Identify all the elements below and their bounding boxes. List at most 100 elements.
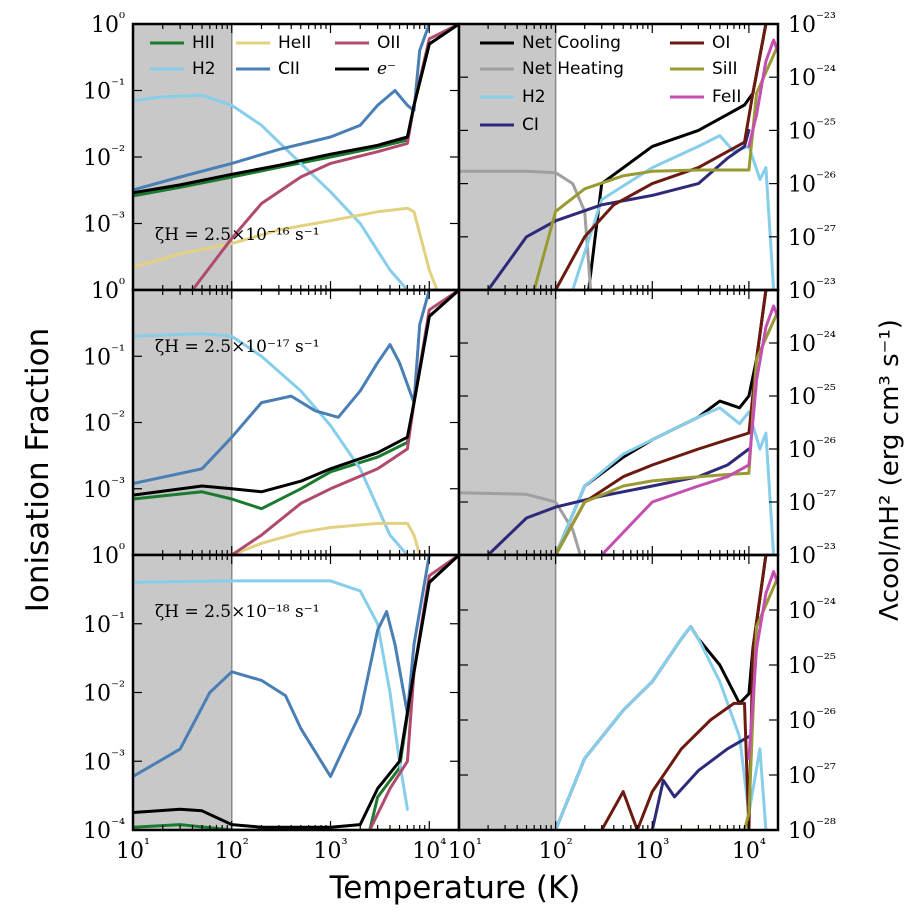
- legend-label: e⁻: [377, 59, 396, 79]
- series-line-Net Heating: [459, 169, 593, 290]
- series-line-Net Cooling: [554, 290, 768, 555]
- legend-label: Net Heating: [522, 59, 624, 79]
- series-line-CII: [133, 290, 431, 485]
- series-group: [459, 24, 778, 290]
- panel-top-left: 10⁰ 10⁻¹ 10⁻² 10⁻³ ζH = 2.5×10⁻¹⁶ s⁻¹ HII H2 He…: [83, 9, 461, 292]
- zeta-annotation: ζH = 2.5×10⁻¹⁸ s⁻¹: [155, 602, 320, 622]
- legend-label: HeII: [278, 33, 311, 53]
- y-tick-label: 10⁻⁴: [83, 815, 125, 844]
- shaded-region: [459, 555, 556, 830]
- panel-middle-left: 10⁰ 10⁻¹ 10⁻² 10⁻³ ζH = 2.5×10⁻¹⁷ s⁻¹: [83, 275, 461, 557]
- x-axis-label: Temperature (K): [329, 870, 581, 906]
- series-line-e⁻: [133, 555, 459, 829]
- y-tick-label-right: 10⁻²⁴: [788, 595, 836, 624]
- legend-label: FeII: [712, 87, 741, 107]
- series-group: [133, 24, 459, 290]
- series-line-FeII: [747, 38, 778, 148]
- shaded-region: [133, 290, 232, 555]
- series-line-e⁻: [133, 24, 459, 195]
- series-line-H2: [133, 579, 409, 811]
- shaded-region: [133, 24, 232, 290]
- series-line-H2: [571, 134, 776, 290]
- panel-bottom-right: 10⁻²³ 10⁻²⁴ 10⁻²⁵ 10⁻²⁶ 10⁻²⁷ 10⁻²⁸ 10¹ 10² 10³ 1…: [448, 540, 836, 864]
- series-line-Net Heating: [459, 491, 582, 555]
- x-tick-label: 10²: [215, 835, 249, 864]
- series-line-H2: [133, 93, 409, 290]
- panels-layer: 10⁰ 10⁻¹ 10⁻² 10⁻³ ζH = 2.5×10⁻¹⁶ s⁻¹ HII H2 He…: [83, 9, 836, 864]
- y-tick-label: 10⁻³: [83, 474, 125, 503]
- series-line-HeII: [230, 521, 422, 555]
- series-line-FeII: [600, 304, 778, 555]
- zeta-annotation: ζH = 2.5×10⁻¹⁷ s⁻¹: [155, 337, 320, 357]
- y-tick-label: 10⁻²: [83, 408, 125, 437]
- x-tick-label: 10¹: [116, 835, 150, 864]
- y-tick-label-right: 10⁻²⁷: [788, 760, 836, 789]
- y-tick-label: 10⁻¹: [83, 341, 125, 370]
- series-line-OI: [554, 24, 768, 290]
- legend-label: OI: [712, 33, 730, 53]
- y-tick-label: 10⁻²: [83, 142, 125, 171]
- y-tick-label-right: 10⁻²³: [788, 275, 836, 304]
- y-axis-label-left: Ionisation Fraction: [20, 328, 56, 613]
- legend-label: Net Cooling: [522, 33, 621, 53]
- series-line-FeII: [747, 570, 778, 760]
- y-tick-label-right: 10⁻²⁵: [788, 381, 836, 410]
- y-tick-label: 10⁻¹: [83, 76, 125, 105]
- series-line-e⁻: [133, 290, 459, 497]
- legend-label: H2: [192, 59, 216, 79]
- series-line-CI: [650, 735, 751, 830]
- y-tick-label-right: 10⁻²⁶: [788, 434, 836, 463]
- x-tick-label: 10³: [314, 835, 348, 864]
- y-tick-label-right: 10⁻²⁴: [788, 328, 836, 357]
- legend: Net Cooling Net Heating H2 CI OI SiII FeII: [480, 33, 741, 135]
- y-tick-label: 10⁻¹: [83, 609, 125, 638]
- x-tick-label: 10³: [635, 835, 669, 864]
- y-tick-label: 10⁻³: [83, 746, 125, 775]
- axes-frame: [457, 553, 780, 832]
- legend: HII H2 HeII CII OII e⁻: [150, 33, 400, 79]
- series-line-OI: [554, 290, 768, 555]
- y-tick-label: 10⁻³: [83, 209, 125, 238]
- series-line-H2: [554, 625, 768, 830]
- series-line-OII: [230, 290, 459, 555]
- y-tick-label: 10⁰: [91, 275, 125, 304]
- x-tick-label: 10¹: [448, 835, 482, 864]
- y-tick-label-right: 10⁻²⁵: [788, 115, 836, 144]
- legend-label: CI: [522, 115, 539, 135]
- series-line-CI: [486, 447, 751, 555]
- y-tick-label-right: 10⁻²⁵: [788, 650, 836, 679]
- legend-label: CII: [278, 59, 300, 79]
- series-line-SiII: [532, 43, 778, 290]
- legend-label: HII: [192, 33, 215, 53]
- y-tick-label-right: 10⁻²⁷: [788, 222, 836, 251]
- series-group: [554, 555, 778, 830]
- legend-label: SiII: [712, 59, 738, 79]
- y-tick-label-right: 10⁻²⁴: [788, 62, 836, 91]
- y-tick-label-right: 10⁻²³: [788, 9, 836, 38]
- series-group: [459, 290, 778, 555]
- y-tick-label: 10⁰: [91, 540, 125, 569]
- legend-label: OII: [377, 33, 400, 53]
- series-group: [133, 290, 459, 555]
- series-line-H2: [133, 332, 409, 555]
- y-tick-label-right: 10⁻²⁶: [788, 705, 836, 734]
- series-line-CI: [486, 128, 751, 290]
- y-tick-label: 10⁻²: [83, 678, 125, 707]
- legend-label: H2: [522, 87, 546, 107]
- shaded-region: [133, 555, 232, 830]
- series-group: [133, 555, 459, 830]
- y-tick-label-right: 10⁻²⁶: [788, 169, 836, 198]
- series-line-CII: [133, 555, 431, 778]
- series-line-H2: [554, 406, 776, 555]
- series-line-HeII: [133, 206, 439, 290]
- zeta-annotation: ζH = 2.5×10⁻¹⁶ s⁻¹: [155, 225, 320, 245]
- y-tick-label-right: 10⁻²⁷: [788, 487, 836, 516]
- y-tick-label-right: 10⁻²⁸: [788, 815, 836, 844]
- x-tick-label: 10⁴: [732, 835, 766, 864]
- series-line-OII: [368, 555, 459, 830]
- y-axis-label-right: Λcool/nH² (erg cm³ s⁻¹): [875, 319, 905, 621]
- y-tick-label-right: 10⁻²³: [788, 540, 836, 569]
